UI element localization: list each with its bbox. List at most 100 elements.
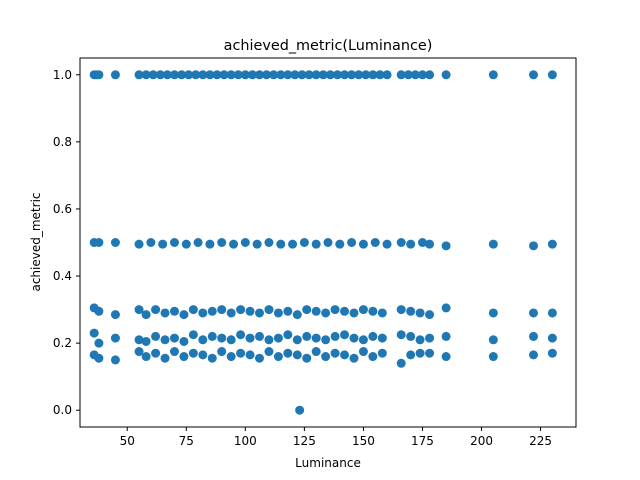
data-point: [354, 70, 364, 80]
data-point: [217, 347, 227, 357]
data-point: [547, 333, 557, 343]
data-point: [332, 70, 342, 80]
data-point: [179, 352, 189, 362]
data-point: [226, 352, 236, 362]
data-point: [169, 306, 179, 316]
data-point: [207, 306, 217, 316]
data-point: [169, 70, 179, 80]
data-point: [321, 352, 331, 362]
data-point: [245, 333, 255, 343]
data-point: [264, 347, 274, 357]
data-point: [205, 70, 215, 80]
x-tick-label: 225: [529, 434, 552, 448]
data-point: [151, 305, 161, 315]
data-point: [273, 308, 283, 318]
data-point: [134, 335, 144, 345]
data-point: [302, 353, 312, 363]
data-point: [406, 331, 416, 341]
x-tick-label: 125: [293, 434, 316, 448]
data-point: [151, 331, 161, 341]
data-point: [396, 358, 406, 368]
data-point: [311, 347, 321, 357]
data-point: [302, 331, 312, 341]
data-point: [340, 330, 350, 340]
data-point: [184, 70, 194, 80]
data-point: [340, 306, 350, 316]
data-point: [417, 70, 427, 80]
data-point: [89, 328, 99, 338]
data-point: [94, 70, 104, 80]
data-point: [134, 347, 144, 357]
data-point: [547, 348, 557, 358]
data-point: [311, 70, 321, 80]
data-point: [340, 350, 350, 360]
data-point: [233, 70, 243, 80]
data-point: [205, 239, 215, 249]
y-axis-ticks: 0.0 0.2 0.4 0.6 0.8 1.0: [53, 68, 80, 417]
data-point: [488, 335, 498, 345]
data-point: [292, 335, 302, 345]
x-tick-label: 100: [234, 434, 257, 448]
data-point: [160, 308, 170, 318]
data-point: [528, 308, 538, 318]
data-point: [255, 70, 264, 80]
data-point: [547, 70, 557, 80]
y-tick-label: 0.8: [53, 135, 72, 149]
data-point: [141, 336, 151, 346]
data-point: [323, 238, 333, 247]
data-point: [255, 331, 264, 341]
data-point: [217, 238, 227, 247]
data-point: [226, 70, 236, 80]
data-point: [304, 70, 314, 80]
data-point: [226, 308, 236, 318]
data-point: [358, 239, 368, 249]
data-point: [141, 352, 151, 362]
x-tick-label: 175: [411, 434, 434, 448]
data-point: [415, 308, 425, 318]
data-point: [188, 305, 198, 315]
data-point: [181, 239, 191, 249]
data-point: [358, 347, 368, 357]
data-point: [368, 306, 378, 316]
data-point: [94, 238, 104, 247]
data-point: [370, 238, 380, 247]
data-point: [410, 70, 420, 80]
data-point: [141, 310, 151, 320]
data-point: [160, 335, 170, 345]
data-point: [158, 239, 168, 249]
data-point: [110, 355, 120, 365]
data-point: [330, 305, 340, 315]
data-point: [110, 333, 120, 343]
data-point: [94, 338, 104, 348]
data-point: [488, 308, 498, 318]
data-point: [349, 353, 359, 363]
data-point: [382, 70, 392, 80]
data-point: [488, 352, 498, 362]
data-point: [295, 405, 305, 415]
data-point: [188, 330, 198, 340]
data-point: [441, 303, 451, 313]
data-point: [528, 331, 538, 341]
data-point: [377, 308, 387, 318]
data-point: [146, 238, 156, 247]
data-point: [425, 70, 435, 80]
data-point: [141, 70, 151, 80]
data-point: [151, 348, 161, 358]
data-point: [134, 239, 144, 249]
data-point: [415, 335, 425, 345]
data-point: [297, 70, 307, 80]
data-point: [245, 350, 255, 360]
data-point: [236, 330, 246, 340]
chart-title: achieved_metric(Luminance): [224, 38, 433, 54]
y-tick-label: 1.0: [53, 68, 72, 82]
data-point: [188, 348, 198, 358]
data-point: [375, 70, 385, 80]
data-point: [368, 331, 378, 341]
data-point: [207, 331, 217, 341]
data-point: [441, 352, 451, 362]
data-point: [198, 335, 208, 345]
data-point: [217, 305, 227, 315]
data-point: [302, 305, 312, 315]
data-point: [283, 70, 293, 80]
data-point: [240, 70, 250, 80]
